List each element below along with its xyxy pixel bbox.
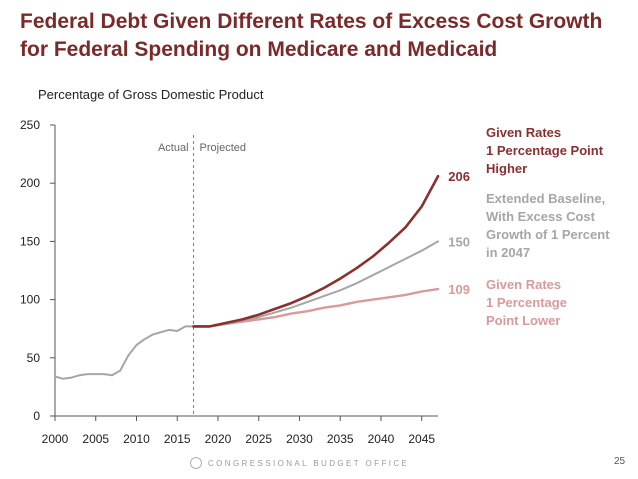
x-tick-label-2045: 2045 bbox=[408, 432, 435, 446]
x-tick-label-2010: 2010 bbox=[123, 432, 150, 446]
y-tick-label-100: 100 bbox=[20, 293, 40, 307]
legend-baseline-line: in 2047 bbox=[486, 245, 531, 260]
page-number: 25 bbox=[614, 456, 626, 467]
legend-lower-line: 1 Percentage bbox=[486, 295, 567, 310]
y-tick-label-200: 200 bbox=[20, 176, 40, 190]
end-label-baseline: 150 bbox=[448, 234, 470, 249]
legend-lower-line: Given Rates bbox=[486, 277, 562, 292]
x-tick-label-2030: 2030 bbox=[286, 432, 313, 446]
legend-baseline-line: Extended Baseline, bbox=[486, 191, 606, 206]
cbo-logo-icon bbox=[190, 457, 202, 469]
y-tick-label-50: 50 bbox=[27, 351, 41, 365]
footer: CONGRESSIONAL BUDGET OFFICE bbox=[190, 457, 410, 470]
legend-higher-line: 1 Percentage Point bbox=[486, 143, 604, 158]
slide-title-line-2: for Federal Spending on Medicare and Med… bbox=[20, 38, 498, 61]
x-tick-label-2020: 2020 bbox=[205, 432, 232, 446]
series-line-baseline bbox=[192, 240, 439, 328]
end-label-lower: 109 bbox=[448, 282, 470, 297]
y-tick-label-0: 0 bbox=[33, 409, 40, 423]
legend-baseline-line: With Excess Cost bbox=[486, 209, 595, 224]
divider-label-actual: Actual bbox=[158, 142, 189, 154]
legend-higher: Given Rates 1 Percentage Point Higher bbox=[486, 124, 603, 178]
x-tick-label-2000: 2000 bbox=[42, 432, 69, 446]
legend-lower-line: Point Lower bbox=[486, 313, 561, 328]
series-line-higher bbox=[192, 174, 440, 328]
footer-text: CONGRESSIONAL BUDGET OFFICE bbox=[208, 459, 410, 469]
slide-title: Federal Debt Given Different Rates of Ex… bbox=[20, 8, 620, 64]
x-tick-label-2035: 2035 bbox=[327, 432, 354, 446]
series-line-actual bbox=[54, 325, 194, 380]
slide-title-line-1: Federal Debt Given Different Rates of Ex… bbox=[20, 10, 603, 33]
y-tick-label-250: 250 bbox=[20, 118, 40, 132]
legend-lower: Given Rates 1 Percentage Point Lower bbox=[486, 276, 567, 330]
legend-baseline-line: Growth of 1 Percent bbox=[486, 227, 610, 242]
legend-higher-line: Given Rates bbox=[486, 125, 562, 140]
x-tick-label-2015: 2015 bbox=[164, 432, 191, 446]
divider-label-projected: Projected bbox=[200, 142, 246, 154]
y-tick-label-150: 150 bbox=[20, 234, 40, 248]
legend-baseline: Extended Baseline, With Excess Cost Growth… bbox=[486, 190, 610, 262]
legend-higher-line: Higher bbox=[486, 161, 528, 176]
x-tick-label-2040: 2040 bbox=[368, 432, 395, 446]
y-axis-label: Percentage of Gross Domestic Product bbox=[38, 87, 264, 102]
x-tick-label-2025: 2025 bbox=[245, 432, 272, 446]
x-tick-label-2005: 2005 bbox=[82, 432, 109, 446]
end-label-higher: 206 bbox=[448, 169, 470, 184]
